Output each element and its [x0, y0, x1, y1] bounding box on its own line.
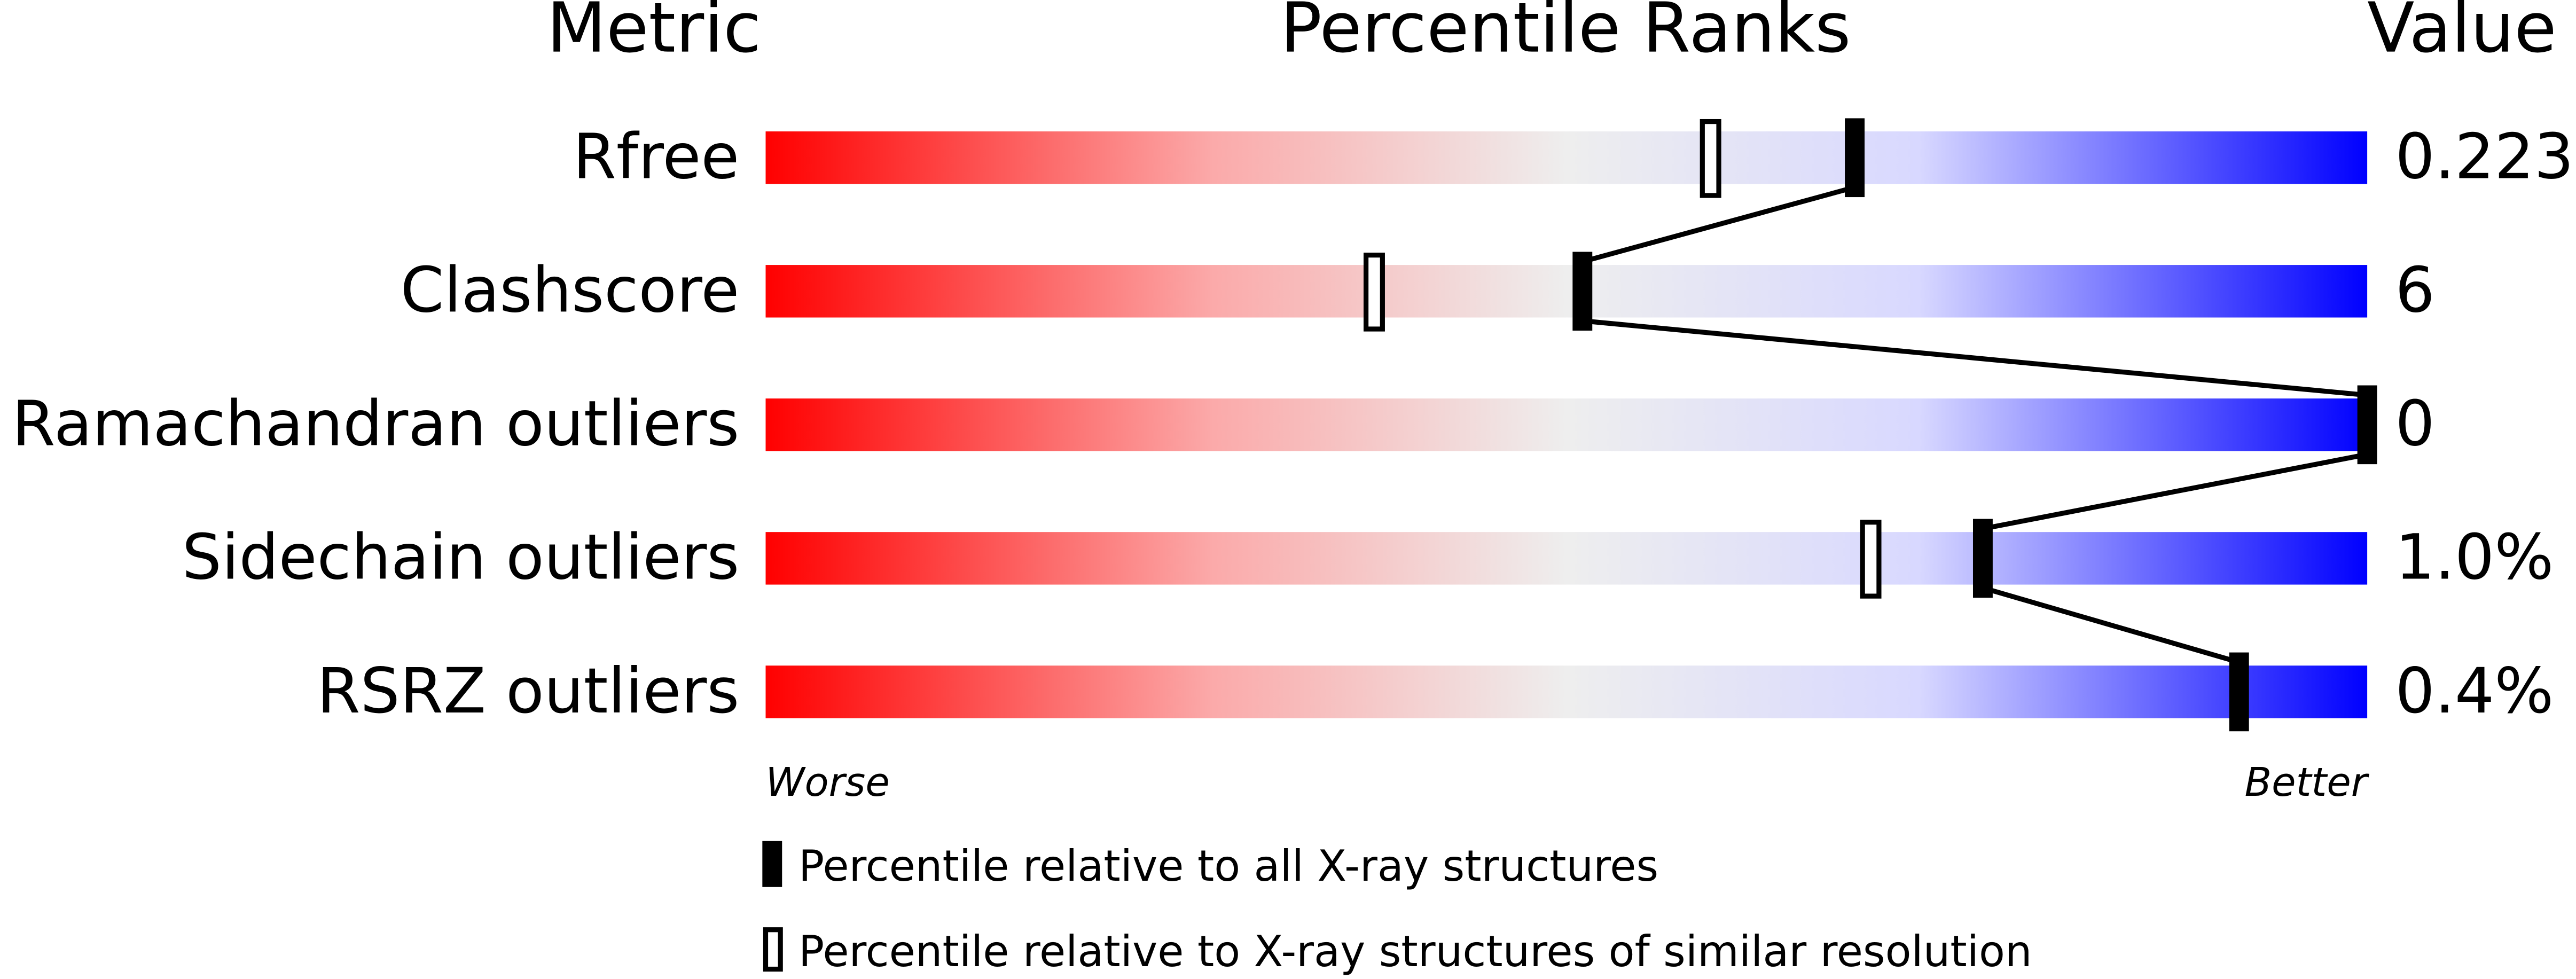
marker-similar	[1860, 520, 1882, 599]
header-metric: Metric	[547, 0, 762, 68]
percentile-bar	[765, 532, 2368, 585]
marker-all	[2229, 652, 2249, 732]
header-ranks: Percentile Ranks	[1280, 0, 1851, 68]
percentile-bar	[765, 265, 2368, 318]
percentile-bar	[765, 131, 2368, 184]
marker-all	[2357, 385, 2377, 465]
metric-value: 0	[2395, 388, 2434, 460]
metric-label: Ramachandran outliers	[12, 388, 739, 460]
metric-label: Sidechain outliers	[182, 521, 739, 594]
worse-label: Worse	[765, 759, 889, 805]
metric-value: 1.0%	[2395, 521, 2554, 594]
connector	[1581, 185, 1855, 264]
legend-swatch	[763, 927, 783, 972]
marker-all	[1972, 519, 1993, 598]
marker-similar	[1363, 253, 1385, 332]
marker-similar	[1700, 119, 1721, 198]
metric-label: RSRZ outliers	[317, 655, 739, 727]
percentile-bar	[765, 665, 2368, 718]
percentile-bar	[765, 398, 2368, 451]
connector	[1982, 452, 2368, 531]
connector	[1982, 585, 2240, 665]
marker-all	[1572, 252, 1593, 331]
header-value: Value	[2367, 0, 2557, 68]
metric-label: Clashscore	[401, 254, 740, 327]
legend-label: Percentile relative to all X-ray structu…	[798, 841, 1658, 891]
metric-value: 0.223	[2395, 121, 2574, 193]
metric-value: 0.4%	[2395, 655, 2554, 727]
legend-label: Percentile relative to X-ray structures …	[798, 927, 2032, 976]
legend-swatch	[762, 841, 782, 887]
metric-value: 6	[2395, 254, 2434, 327]
better-label: Better	[2244, 759, 2369, 805]
marker-all	[1845, 118, 1865, 198]
connector	[1582, 318, 2368, 398]
metric-label: Rfree	[573, 121, 740, 193]
